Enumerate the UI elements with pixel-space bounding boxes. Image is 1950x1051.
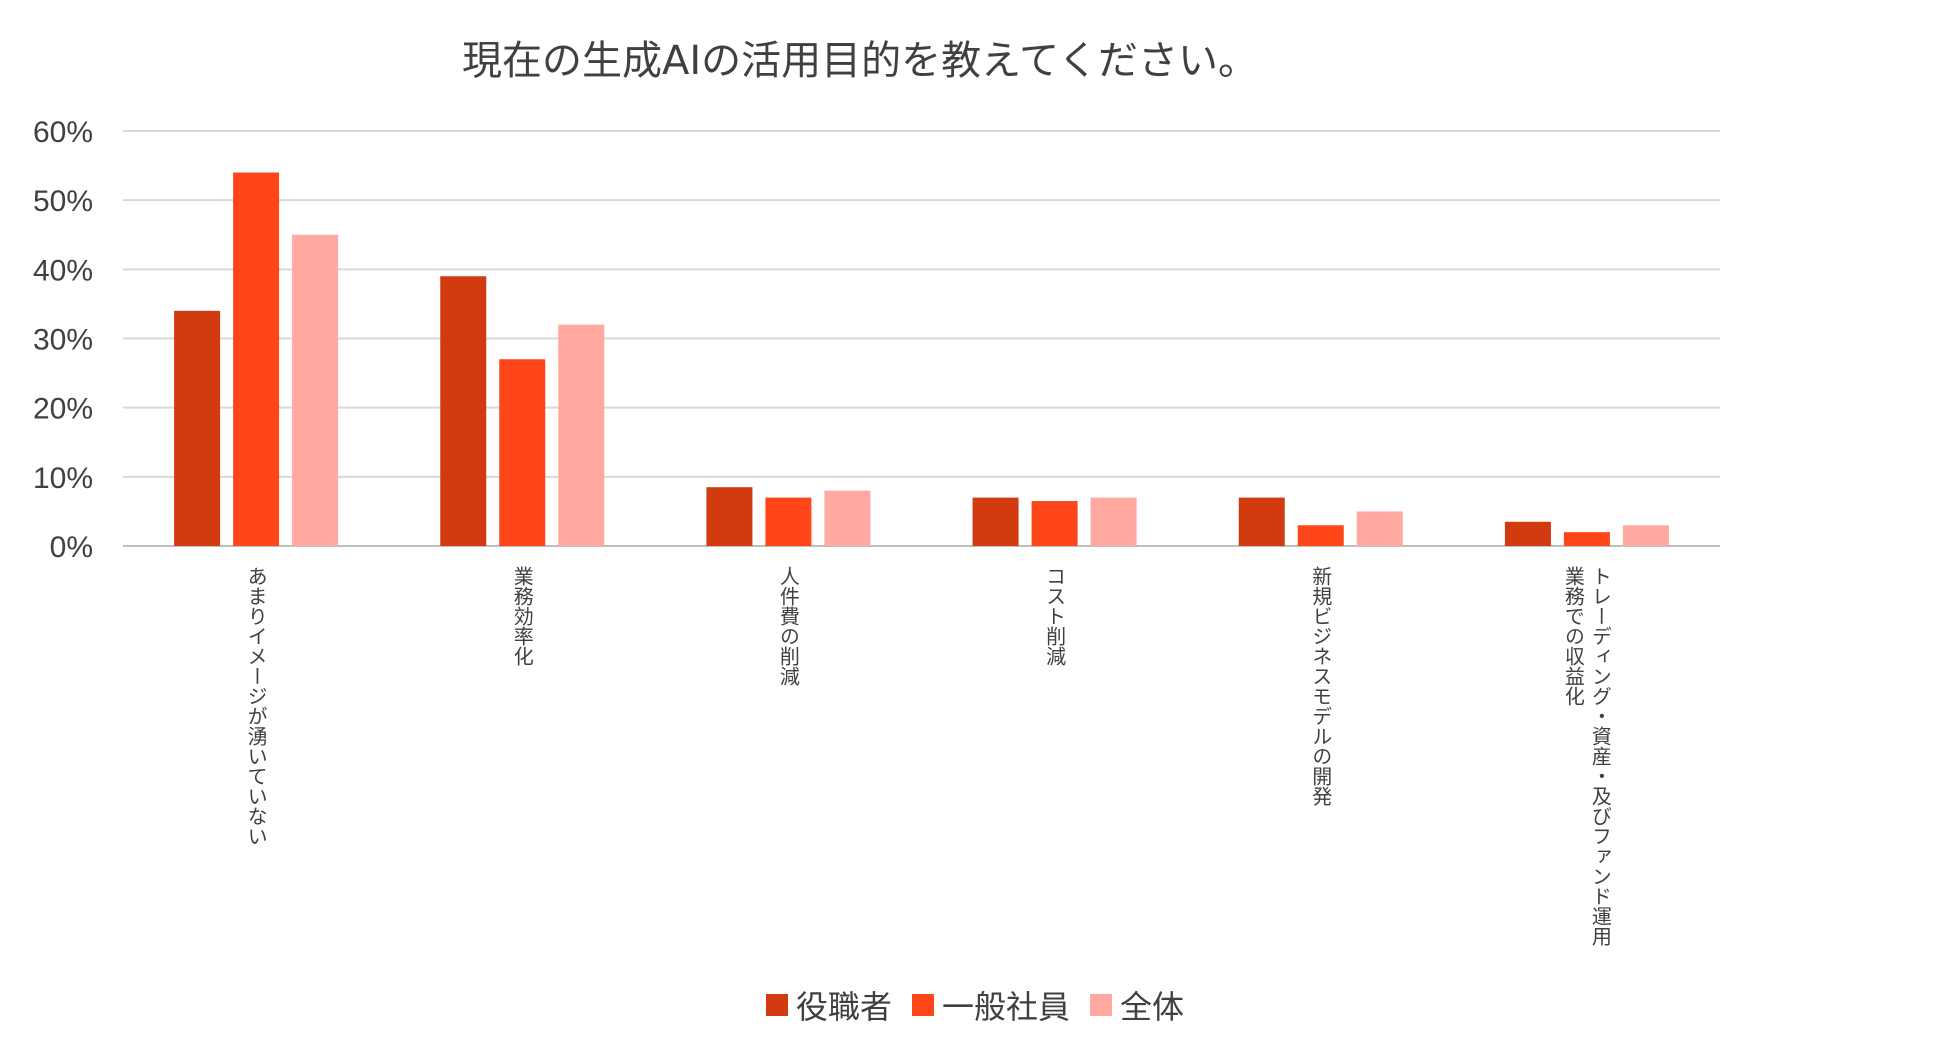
y-tick-label: 40% <box>33 254 93 287</box>
x-tick-label: 業務での収益化 <box>1561 566 1585 706</box>
legend-label: 全体 <box>1120 982 1184 1028</box>
bar <box>558 325 604 546</box>
legend-item: 役職者 <box>766 982 892 1028</box>
bar <box>440 276 486 546</box>
y-tick-label: 50% <box>33 185 93 218</box>
bar <box>1239 498 1285 546</box>
x-axis: あまりイメージが湧いていない 業務効率化 人件費の削減 コスト削減 新規ビジネスモデルの… <box>244 566 1612 946</box>
legend-swatch <box>1090 994 1112 1016</box>
bar <box>1032 501 1078 546</box>
legend-swatch <box>912 994 934 1016</box>
x-category-label: あまりイメージが湧いていない <box>244 566 268 846</box>
bar <box>292 235 338 546</box>
bar <box>233 173 279 547</box>
bar <box>174 311 220 546</box>
gridlines <box>123 131 1720 546</box>
bar <box>973 498 1019 546</box>
y-tick-label: 60% <box>33 116 93 149</box>
y-axis: 0% 10% 20% 30% 40% 50% 60% <box>33 116 93 564</box>
legend: 役職者 一般社員 全体 <box>0 982 1950 1028</box>
bar <box>824 491 870 546</box>
y-tick-label: 10% <box>33 462 93 495</box>
bar <box>706 487 752 546</box>
legend-label: 役職者 <box>796 982 892 1028</box>
x-category-label: コスト削減 <box>1043 566 1067 666</box>
y-tick-label: 30% <box>33 324 93 357</box>
bar <box>1564 532 1610 546</box>
x-tick-label: コスト削減 <box>1043 566 1067 666</box>
x-tick-label: 業務効率化 <box>510 566 534 666</box>
bar <box>1091 498 1137 546</box>
bars <box>174 173 1669 547</box>
x-tick-label: トレーディング・資産・及びファンド運用 <box>1588 566 1612 946</box>
x-tick-label: あまりイメージが湧いていない <box>244 566 268 846</box>
y-tick-label: 20% <box>33 393 93 426</box>
bar <box>765 498 811 546</box>
bar <box>499 359 545 546</box>
legend-label: 一般社員 <box>942 982 1070 1028</box>
x-category-label: 新規ビジネスモデルの開発 <box>1309 566 1333 806</box>
bar-chart: 0% 10% 20% 30% 40% 50% 60% あまりイメージが湧いていない 業務効率化… <box>0 0 1950 970</box>
x-tick-label: 人件費の削減 <box>776 566 800 686</box>
legend-swatch <box>766 994 788 1016</box>
bar <box>1623 525 1669 546</box>
bar <box>1357 511 1403 546</box>
bar <box>1298 525 1344 546</box>
x-category-label: 人件費の削減 <box>776 566 800 686</box>
bar <box>1505 522 1551 546</box>
y-tick-label: 0% <box>50 531 93 564</box>
legend-item: 全体 <box>1090 982 1184 1028</box>
x-category-label: 業務効率化 <box>510 566 534 666</box>
x-tick-label: 新規ビジネスモデルの開発 <box>1309 566 1333 806</box>
legend-item: 一般社員 <box>912 982 1070 1028</box>
